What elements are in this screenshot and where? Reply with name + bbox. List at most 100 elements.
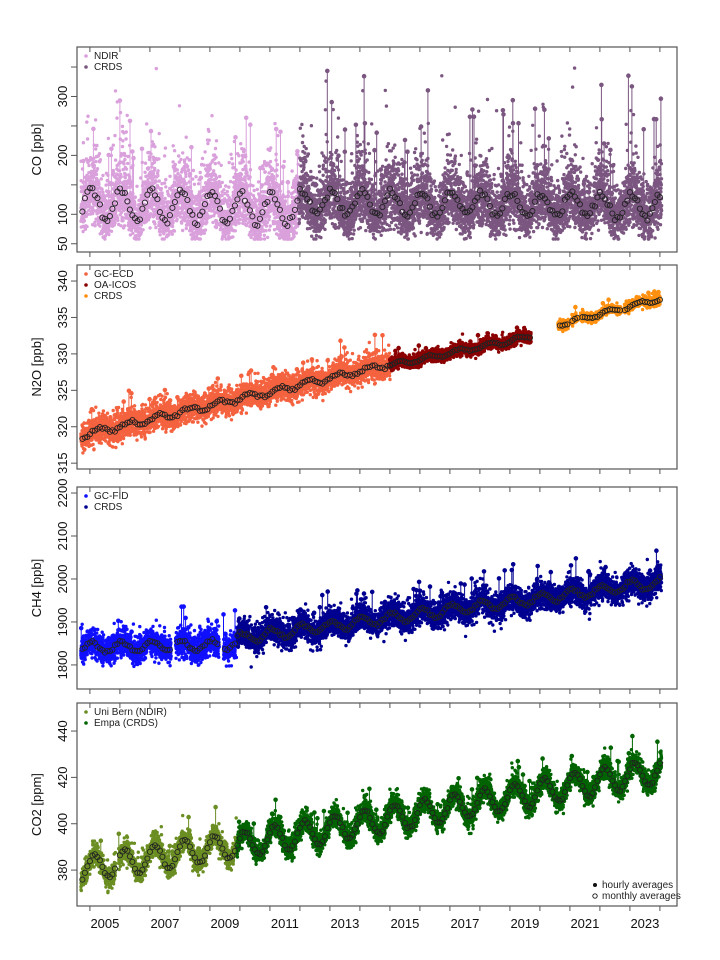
hourly-point <box>180 180 184 184</box>
hourly-point <box>290 169 294 173</box>
hourly-point <box>162 237 166 241</box>
hourly-point <box>262 237 267 241</box>
hourly-point <box>157 179 161 183</box>
hourly-point <box>181 228 185 233</box>
hourly-point <box>320 151 324 155</box>
hourly-point <box>242 148 246 152</box>
hourly-point <box>151 177 155 181</box>
hourly-point <box>241 160 245 164</box>
hourly-point <box>383 180 387 184</box>
hourly-point <box>120 215 125 220</box>
hourly-point <box>244 213 249 217</box>
hourly-point <box>163 146 168 150</box>
hourly-point <box>307 186 311 191</box>
hourly-point <box>214 155 218 159</box>
hourly-point <box>371 232 376 236</box>
hourly-point <box>321 173 325 177</box>
hourly-point <box>164 177 168 182</box>
hourly-point <box>175 168 179 172</box>
hourly-point <box>412 178 416 182</box>
hourly-point <box>220 180 224 185</box>
hourly-point <box>212 169 216 173</box>
hourly-point <box>333 174 337 178</box>
hourly-point <box>94 147 98 151</box>
hourly-point <box>170 224 175 229</box>
hourly-point <box>86 212 90 216</box>
hourly-point <box>413 234 417 238</box>
hourly-point <box>208 167 212 171</box>
hourly-point <box>220 237 224 241</box>
hourly-point <box>125 113 129 118</box>
hourly-point <box>225 189 229 194</box>
hourly-point <box>366 142 370 146</box>
hourly-point <box>209 214 213 219</box>
hourly-point <box>103 237 107 241</box>
hourly-point <box>156 173 160 178</box>
hourly-point <box>94 159 98 164</box>
hourly-point <box>265 221 269 225</box>
hourly-point <box>135 184 139 188</box>
hourly-point <box>393 155 397 159</box>
hourly-point <box>265 235 270 240</box>
hourly-point <box>105 206 109 210</box>
hourly-point <box>224 184 228 188</box>
hourly-point <box>251 194 256 198</box>
hourly-point <box>154 66 158 71</box>
hourly-point <box>306 152 311 156</box>
hourly-point <box>162 181 167 185</box>
hourly-point <box>97 152 102 156</box>
hourly-point <box>258 233 262 237</box>
hourly-point <box>315 176 319 180</box>
hourly-point <box>365 158 369 162</box>
series-co-crds <box>296 66 664 241</box>
hourly-point <box>168 174 172 178</box>
hourly-point <box>124 167 129 171</box>
hourly-point <box>148 226 152 230</box>
hourly-point <box>408 166 413 170</box>
hourly-point <box>233 229 237 233</box>
hourly-point <box>131 231 135 235</box>
hourly-point <box>217 179 221 184</box>
hourly-point <box>113 89 118 93</box>
hourly-point <box>172 229 177 233</box>
hourly-point <box>193 237 197 241</box>
hourly-point <box>219 163 223 167</box>
hourly-point <box>186 168 191 172</box>
hourly-point <box>128 233 133 237</box>
hourly-point <box>119 202 124 206</box>
hourly-point <box>237 204 242 209</box>
hourly-point <box>189 144 194 150</box>
hourly-point <box>413 217 417 221</box>
hourly-point <box>198 175 204 181</box>
hourly-point <box>389 149 393 153</box>
hourly-point <box>185 185 190 190</box>
hourly-point <box>137 237 141 241</box>
hourly-point <box>112 201 117 206</box>
hourly-point <box>171 160 175 164</box>
hourly-point <box>196 182 201 186</box>
hourly-point <box>335 148 339 153</box>
hourly-point <box>120 144 125 149</box>
hourly-point <box>220 193 224 198</box>
hourly-point <box>387 224 392 228</box>
hourly-point <box>238 217 242 222</box>
hourly-point <box>141 228 145 232</box>
hourly-point <box>95 143 99 148</box>
hourly-point <box>151 172 156 176</box>
hourly-points-co-1 <box>296 66 664 241</box>
hourly-point <box>267 228 272 232</box>
hourly-point <box>116 216 120 220</box>
hourly-point <box>122 224 127 228</box>
hourly-point <box>377 230 382 234</box>
hourly-point <box>359 153 363 157</box>
hourly-point <box>122 162 126 166</box>
hourly-point <box>244 223 249 228</box>
hourly-point <box>183 219 187 223</box>
hourly-point <box>197 192 201 197</box>
hourly-point <box>267 218 271 222</box>
hourly-point <box>314 229 319 234</box>
hourly-point <box>164 185 168 189</box>
hourly-point <box>184 172 188 176</box>
hourly-point <box>175 175 179 180</box>
